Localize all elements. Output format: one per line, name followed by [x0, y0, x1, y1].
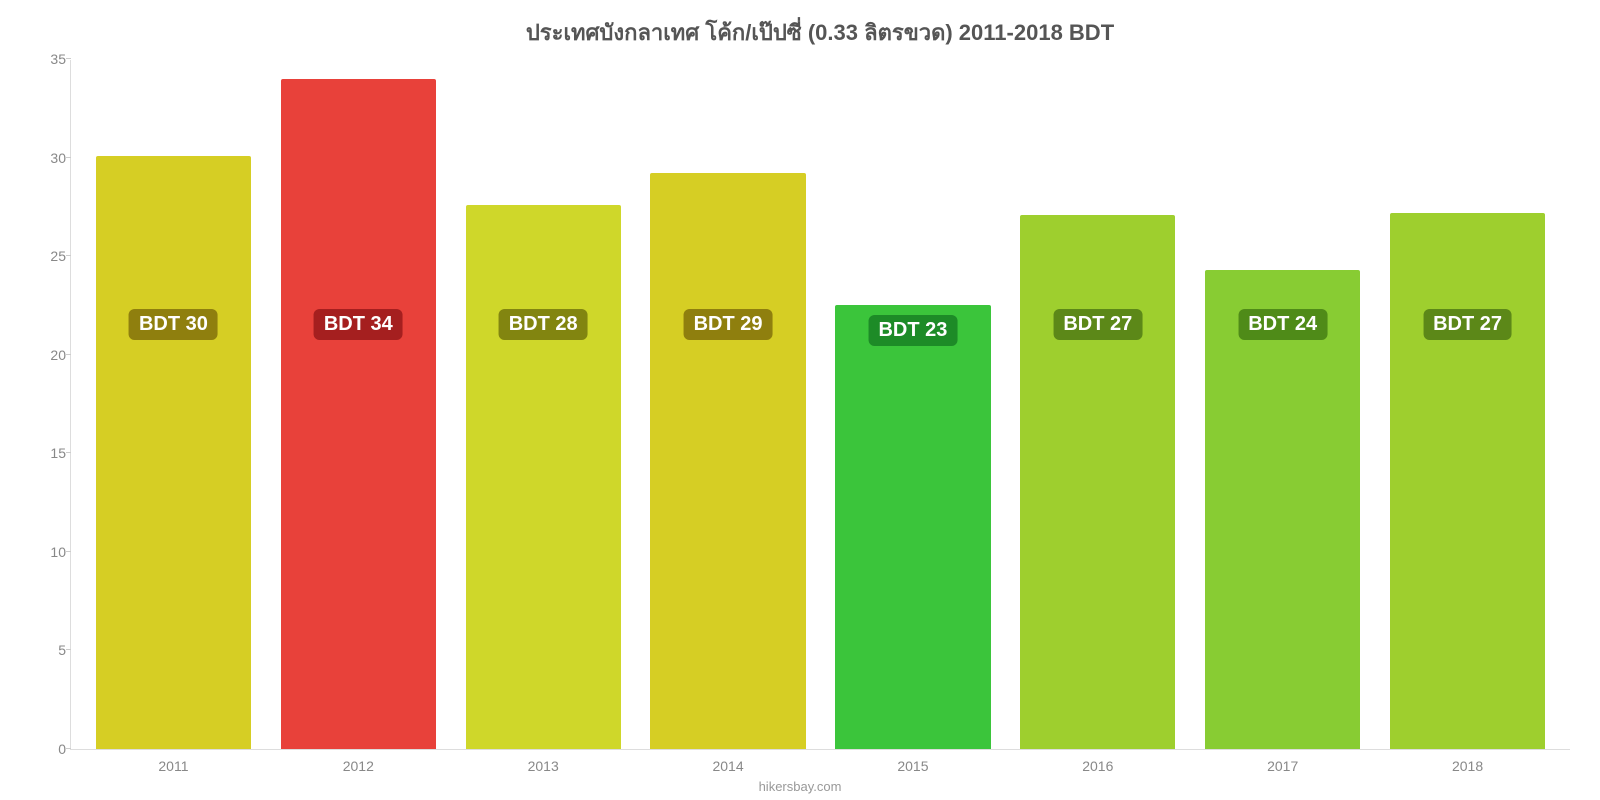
plot-area: BDT 30 BDT 34 BDT 28 BDT 29 BDT 23 BDT 27 BDT …	[70, 60, 1570, 750]
bar: BDT 34	[281, 79, 436, 749]
x-tick-label: 2011	[81, 758, 266, 774]
attribution-text: hikersbay.com	[0, 779, 1600, 794]
bar: BDT 28	[466, 205, 621, 749]
bar-value-label: BDT 23	[868, 315, 957, 346]
y-tick-mark	[66, 452, 71, 453]
bar-slot: BDT 29	[636, 60, 821, 749]
bar: BDT 23	[835, 305, 990, 749]
y-tick-mark	[66, 255, 71, 256]
bar-value-label: BDT 27	[1053, 309, 1142, 340]
y-tick-label: 10	[31, 544, 66, 560]
bar-value-label: BDT 34	[314, 309, 403, 340]
bar-slot: BDT 28	[451, 60, 636, 749]
y-tick-mark	[66, 748, 71, 749]
y-tick-label: 25	[31, 248, 66, 264]
y-tick-mark	[66, 551, 71, 552]
bar-slot: BDT 34	[266, 60, 451, 749]
y-tick-label: 20	[31, 347, 66, 363]
chart-title: ประเทศบังกลาเทศ โค้ก/เป๊ปซี่ (0.33 ลิตรข…	[60, 15, 1580, 50]
bar-value-label: BDT 24	[1238, 309, 1327, 340]
y-tick-label: 15	[31, 445, 66, 461]
x-tick-label: 2018	[1375, 758, 1560, 774]
bar-slot: BDT 23	[821, 60, 1006, 749]
bars-row: BDT 30 BDT 34 BDT 28 BDT 29 BDT 23 BDT 27 BDT …	[71, 60, 1570, 749]
bar-slot: BDT 27	[1005, 60, 1190, 749]
y-tick-label: 30	[31, 150, 66, 166]
y-tick-mark	[66, 354, 71, 355]
bar-value-label: BDT 29	[684, 309, 773, 340]
y-tick-mark	[66, 157, 71, 158]
y-tick-label: 35	[31, 51, 66, 67]
x-tick-label: 2014	[636, 758, 821, 774]
x-tick-label: 2013	[451, 758, 636, 774]
bar-slot: BDT 24	[1190, 60, 1375, 749]
y-tick-label: 5	[31, 642, 66, 658]
y-tick-label: 0	[31, 741, 66, 757]
chart-container: ประเทศบังกลาเทศ โค้ก/เป๊ปซี่ (0.33 ลิตรข…	[0, 0, 1600, 800]
y-tick-mark	[66, 649, 71, 650]
bar: BDT 29	[650, 173, 805, 749]
x-tick-label: 2016	[1005, 758, 1190, 774]
x-tick-label: 2017	[1190, 758, 1375, 774]
x-tick-label: 2012	[266, 758, 451, 774]
bar-value-label: BDT 28	[499, 309, 588, 340]
y-tick-mark	[66, 58, 71, 59]
bar: BDT 27	[1020, 215, 1175, 749]
bar: BDT 30	[96, 156, 251, 749]
bar: BDT 24	[1205, 270, 1360, 749]
bar-value-label: BDT 27	[1423, 309, 1512, 340]
bar-slot: BDT 27	[1375, 60, 1560, 749]
bar: BDT 27	[1390, 213, 1545, 749]
bar-value-label: BDT 30	[129, 309, 218, 340]
x-tick-label: 2015	[821, 758, 1006, 774]
x-axis-labels: 20112012201320142015201620172018	[71, 758, 1570, 774]
bar-slot: BDT 30	[81, 60, 266, 749]
